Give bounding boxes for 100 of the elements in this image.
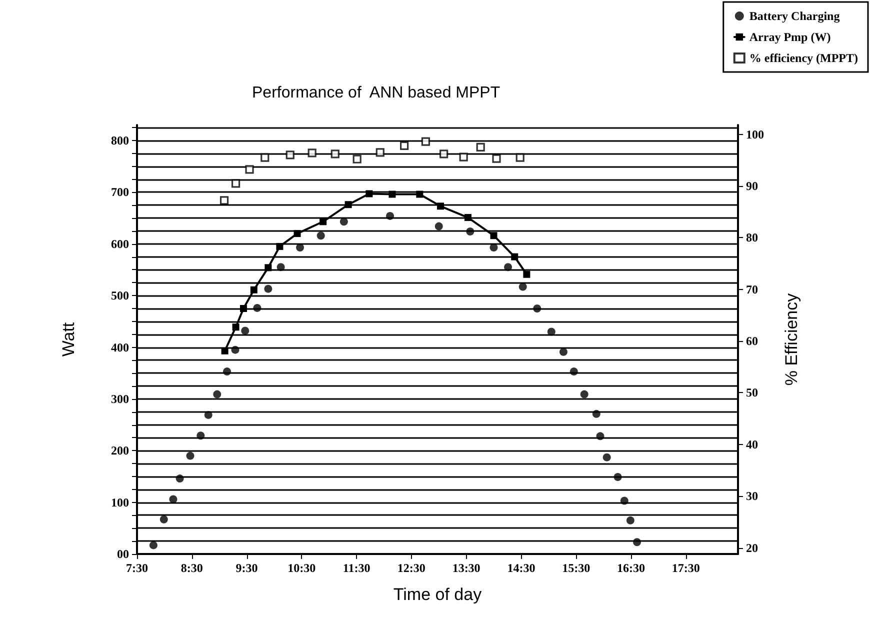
point [320,218,327,226]
point [518,282,527,291]
point [245,165,254,174]
point [523,270,530,278]
y-tick-label: 400 [111,340,129,354]
point [421,137,430,146]
point [466,227,474,236]
point [220,196,229,205]
point [592,410,600,418]
point [400,141,409,150]
y2-tick-label: 80 [746,230,758,245]
point [276,242,284,250]
point [602,453,611,462]
point [250,286,258,294]
point [490,244,498,252]
point [264,264,272,272]
point [176,474,184,483]
x-tick-label: 10:30 [288,561,316,575]
point [388,190,396,198]
point [490,232,498,240]
y-tick-label: 700 [111,185,129,200]
x-tick-label: 13:30 [452,561,480,575]
point [286,150,294,160]
x-tick-label: 16:30 [616,561,645,575]
legend-label: % efficiency (MPPT) [749,51,858,65]
point [330,150,340,158]
x-axis-title: Time of day [393,585,482,604]
x-tick-label: 15:30 [562,561,590,575]
chart-title: Performance of ANN based MPPT [252,84,500,102]
point [416,190,424,198]
y2-tick-label: 70 [746,282,758,296]
point [492,154,501,163]
point [580,390,588,398]
y2-tick-label: 60 [746,334,758,348]
x-tick-label: 9:30 [236,561,258,575]
point [204,410,212,419]
point [376,148,384,157]
point [253,304,262,312]
point [296,244,304,252]
y-tick-label: 00 [117,547,129,561]
y2-tick-label: 50 [746,386,758,400]
legend-label: Array Pmp (W) [749,30,831,44]
y2-tick-label: 100 [746,127,764,142]
x-tick-label: 12:30 [397,561,426,575]
point [633,538,642,546]
point [241,326,250,335]
point [437,202,444,210]
x-tick-label: 8:30 [180,561,203,575]
point [464,214,472,222]
point [221,347,228,354]
point [186,452,194,460]
x-tick-label: 11:30 [342,561,370,575]
point [231,179,240,188]
point [596,432,604,440]
y-tick-label: 100 [111,495,129,510]
point [440,150,448,158]
y-axis-title: Watt [59,322,78,357]
point [308,148,316,158]
point [459,152,468,162]
point [516,153,524,162]
y-tick-label: 200 [111,444,129,458]
point [386,212,394,220]
point [366,190,373,198]
y-tick-label: 300 [111,392,129,406]
y2-tick-label: 20 [746,540,758,555]
point [213,390,222,398]
point [547,328,556,336]
point [196,432,205,440]
x-tick-label: 7:30 [126,561,148,575]
y-tick-label: 800 [111,134,129,148]
point [169,495,178,504]
point [264,284,272,293]
point [511,253,518,260]
point [614,472,622,481]
point [223,368,232,376]
point [434,222,443,230]
point [626,516,634,524]
point [294,230,301,238]
point [231,346,240,354]
point [340,218,348,226]
point [240,304,247,312]
point [232,324,240,331]
point [160,515,168,524]
x-tick-label: 14:30 [507,561,536,575]
point [504,263,512,272]
point [570,368,578,376]
x-tick-label: 17:30 [672,561,700,575]
point [276,263,285,272]
legend-label: Battery Charging [749,9,840,23]
y2-axis-title: % Efficiency [782,292,801,386]
point [344,201,352,208]
point [260,153,270,162]
point [149,541,158,550]
y2-tick-label: 90 [746,178,758,193]
point [316,232,325,240]
y2-tick-label: 40 [746,437,758,452]
y-tick-label: 500 [111,288,129,303]
y-tick-label: 600 [111,236,129,251]
y2-tick-label: 30 [746,489,758,504]
point [533,304,542,312]
